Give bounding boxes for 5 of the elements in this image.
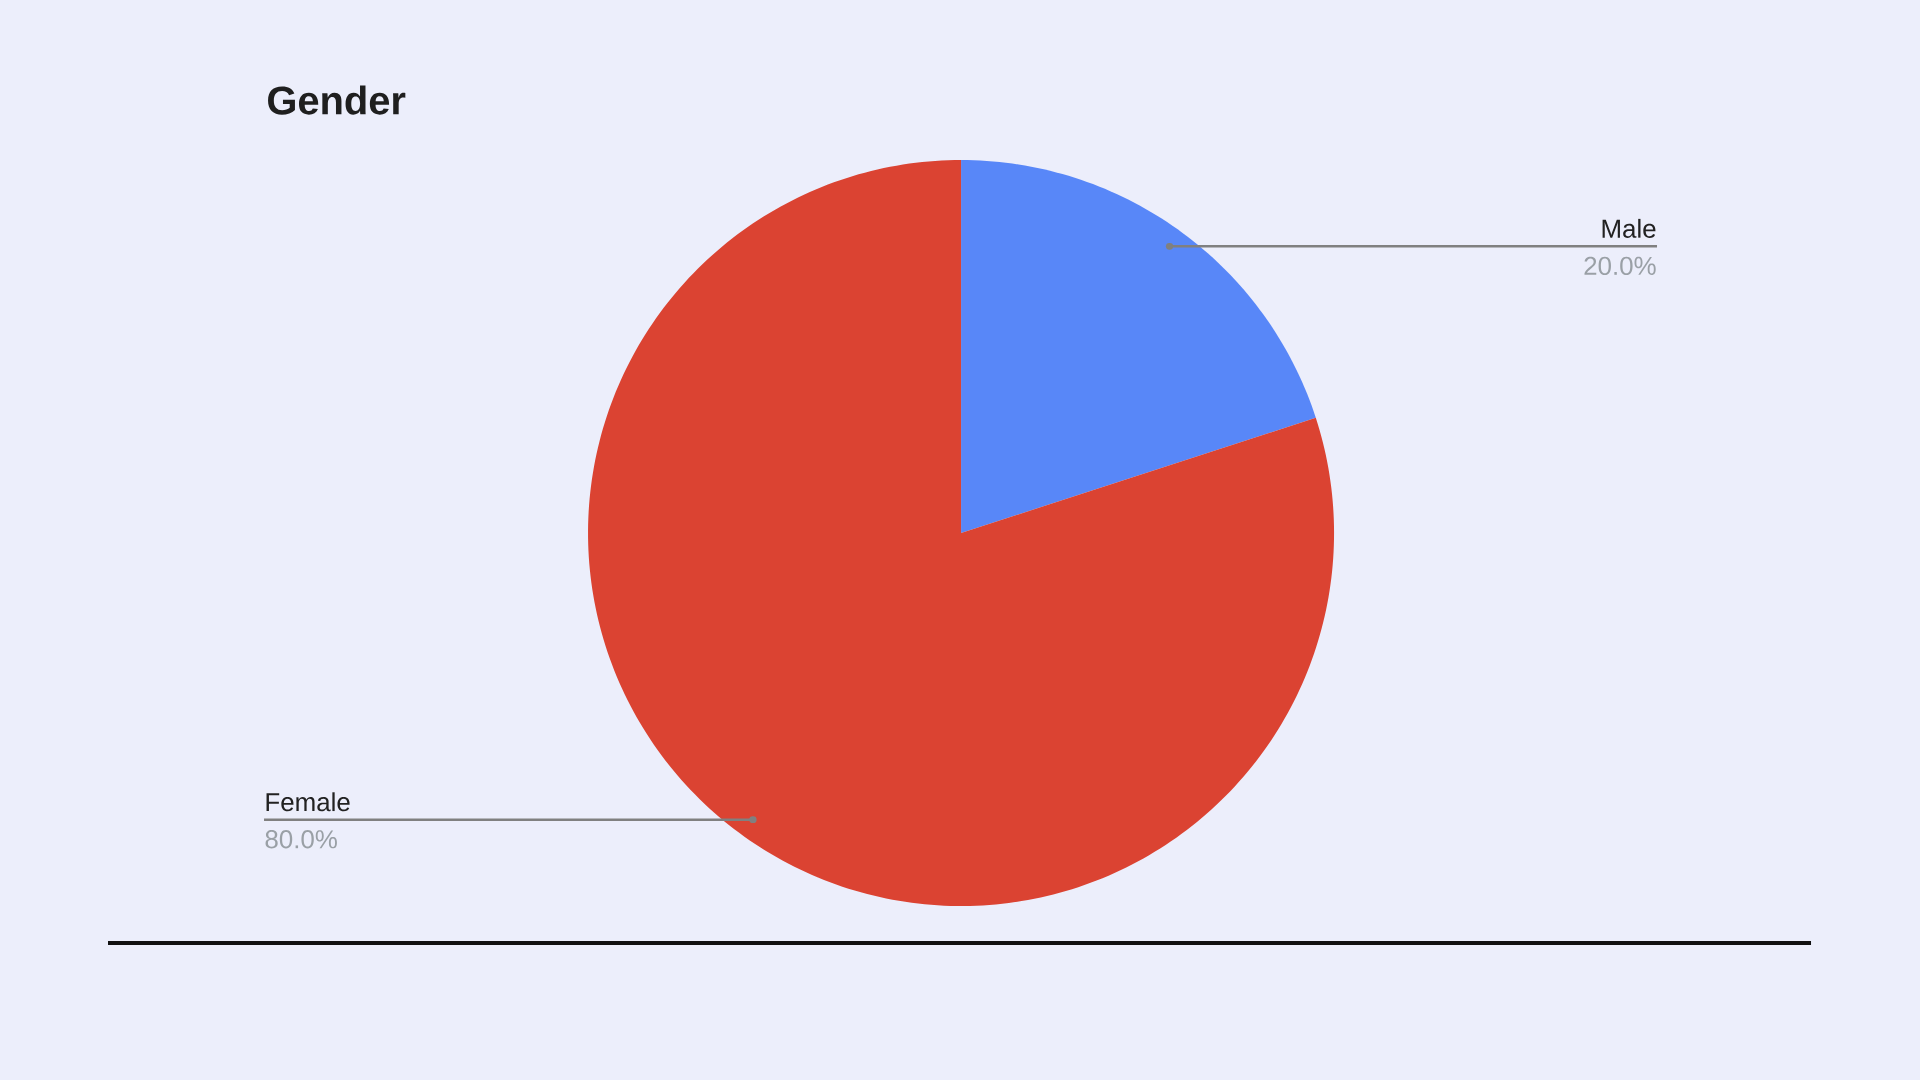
data-label: 80.0% xyxy=(265,830,337,849)
slice-label: Female xyxy=(266,792,350,812)
data-label: 20.0% xyxy=(1584,256,1656,276)
chart-title: Gender xyxy=(268,85,406,115)
slice-label: Male xyxy=(1602,218,1656,238)
